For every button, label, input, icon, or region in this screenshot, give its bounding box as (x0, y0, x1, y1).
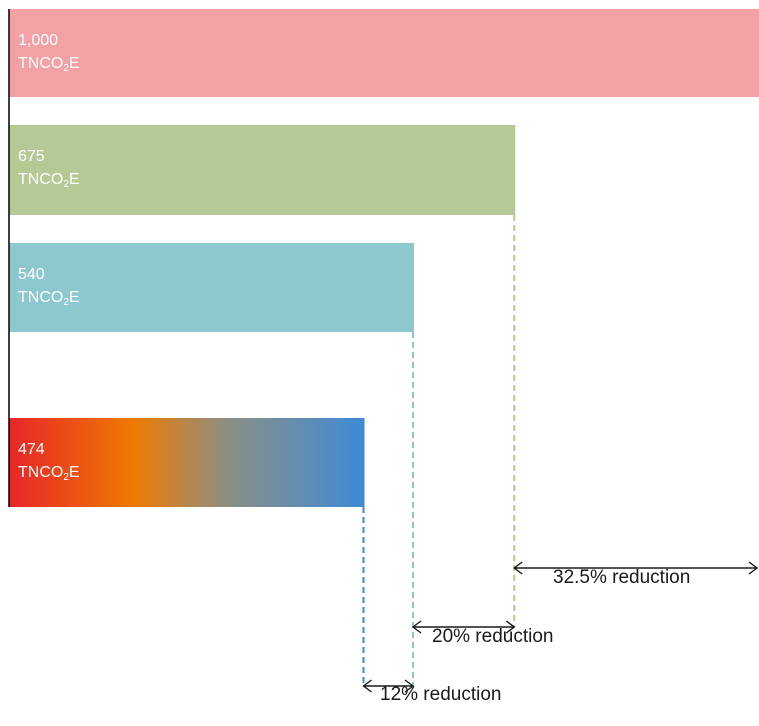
reduction-label-3: 12% reduction (380, 684, 502, 705)
reduction-arrow-1 (513, 561, 759, 575)
reduction-arrow-2 (411, 620, 516, 634)
bar-unit-label: TNCO2E (18, 55, 80, 74)
reduction-arrow-3 (362, 679, 415, 693)
bar-unit-label: TNCO2E (18, 289, 80, 308)
bar-4 (9, 418, 365, 507)
bar-2 (9, 125, 516, 215)
bar-label-4: 474 TNCO2E (18, 438, 80, 489)
bar-1 (9, 9, 759, 97)
bar-unit-label: TNCO2E (18, 464, 80, 483)
bar-unit-label: TNCO2E (18, 171, 80, 190)
bar-value-label: 474 (18, 441, 45, 458)
bar-value-label: 675 (18, 148, 45, 165)
reduction-label-2: 20% reduction (432, 626, 554, 647)
bar-label-1: 1,000 TNCO2E (18, 29, 80, 80)
bar-value-label: 1,000 (18, 32, 59, 49)
reduction-label-1: 32.5% reduction (553, 567, 691, 588)
bar-label-2: 675 TNCO2E (18, 145, 80, 196)
bar-value-label: 540 (18, 266, 45, 283)
bar-label-3: 540 TNCO2E (18, 263, 80, 314)
bar-3 (9, 243, 414, 332)
